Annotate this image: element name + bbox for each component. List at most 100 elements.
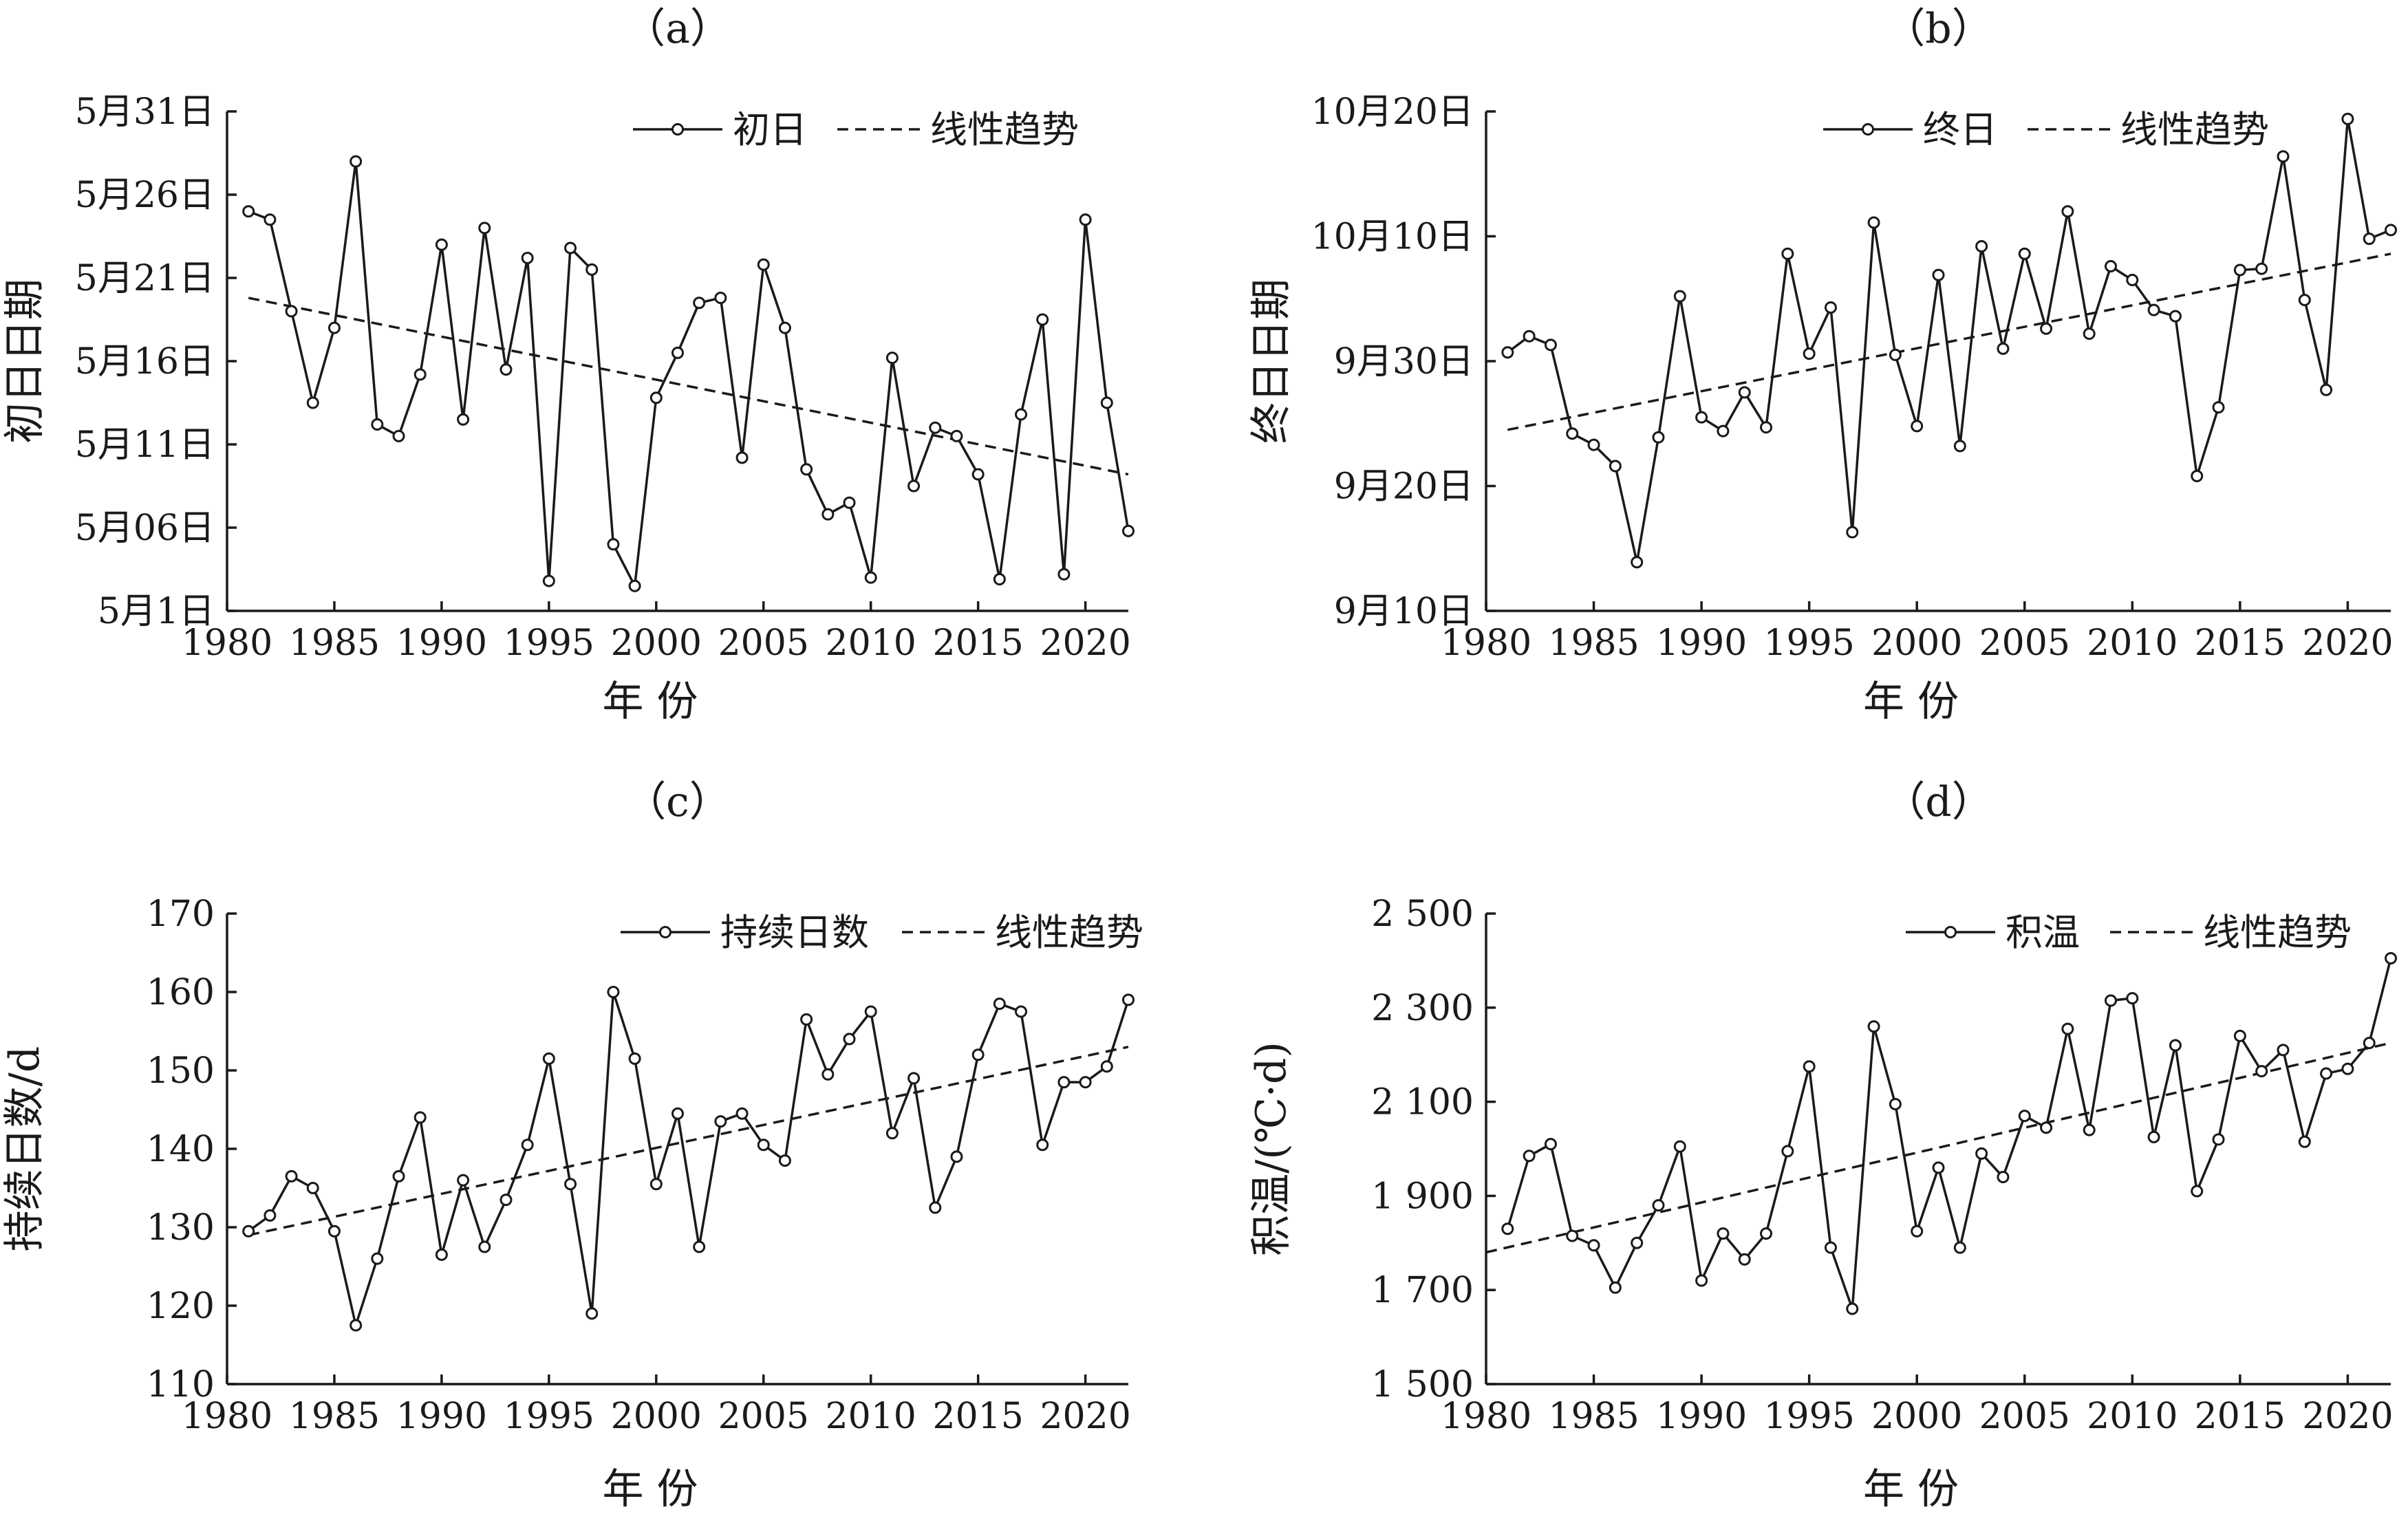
y-axis-title: 终日日期 xyxy=(1247,279,1296,444)
data-point xyxy=(1695,1274,1708,1287)
data-point xyxy=(2385,951,2397,964)
y-tick-label: 10月20日 xyxy=(1311,91,1474,133)
x-tick-label: 2010 xyxy=(2087,1396,2178,1437)
trend-line xyxy=(248,1046,1129,1237)
data-point xyxy=(413,368,427,381)
legend-series-label: 积温 xyxy=(2006,911,2080,954)
x-tick-label: 1980 xyxy=(1441,1396,1531,1437)
y-tick-label: 1 500 xyxy=(1371,1364,1474,1405)
y-tick-label: 5月06日 xyxy=(75,508,215,549)
data-point xyxy=(1036,313,1049,326)
data-point xyxy=(285,305,298,318)
data-point xyxy=(2298,1135,2311,1148)
x-tick-label: 2020 xyxy=(2302,1396,2393,1437)
data-point xyxy=(1953,1241,1966,1254)
data-point xyxy=(285,1169,298,1183)
series-line xyxy=(1506,958,2392,1310)
data-point xyxy=(843,496,856,509)
data-point xyxy=(1953,440,1966,453)
data-point xyxy=(478,222,491,235)
data-point xyxy=(1015,408,1028,421)
legend-trend-label: 线性趋势 xyxy=(930,108,1079,151)
y-tick-label: 5月26日 xyxy=(75,175,215,216)
data-point xyxy=(1803,347,1816,360)
y-tick-label: 9月10日 xyxy=(1334,591,1474,632)
data-point xyxy=(1997,342,2010,355)
y-tick-label: 2 500 xyxy=(1371,894,1474,935)
x-axis-title: 年 份 xyxy=(1863,1465,1959,1513)
x-tick-label: 1995 xyxy=(504,1396,594,1437)
legend-trend-label: 线性趋势 xyxy=(995,911,1143,954)
y-axis-title: 初日日期 xyxy=(1,279,49,444)
data-point xyxy=(671,1107,684,1120)
data-point xyxy=(2233,263,2246,277)
data-point xyxy=(693,296,706,310)
data-point xyxy=(585,263,599,276)
data-point xyxy=(1717,1227,1730,1240)
data-point xyxy=(499,1194,513,1207)
data-point xyxy=(585,1307,599,1320)
y-tick-label: 10月10日 xyxy=(1311,217,1474,258)
x-tick-label: 2000 xyxy=(611,1396,702,1437)
x-tick-label: 2005 xyxy=(1979,1396,2070,1437)
data-point xyxy=(821,508,835,521)
data-point xyxy=(607,986,620,998)
data-point xyxy=(1652,1199,1665,1212)
data-point xyxy=(628,579,641,592)
data-point xyxy=(371,1252,384,1265)
data-point xyxy=(2126,992,2139,1005)
chart-panel-c: （c） 110 120 130 140 150 160 170 1980 1985 1990 1995… xyxy=(1,778,1143,1513)
data-point xyxy=(392,1169,405,1183)
data-point xyxy=(1057,1076,1071,1089)
data-point xyxy=(542,574,555,587)
data-point xyxy=(1587,1239,1600,1252)
y-tick-label: 1 900 xyxy=(1371,1176,1474,1217)
x-tick-label: 1980 xyxy=(182,623,272,664)
data-point xyxy=(1566,1229,1579,1242)
x-tick-label: 2020 xyxy=(1040,1396,1130,1437)
y-tick-label: 5月11日 xyxy=(75,424,215,466)
data-point xyxy=(499,363,513,376)
y-tick-label: 5月21日 xyxy=(75,258,215,299)
y-tick-label: 140 xyxy=(147,1129,215,1170)
x-tick-label: 1985 xyxy=(289,623,380,664)
data-point xyxy=(778,1154,791,1167)
data-point xyxy=(2083,327,2096,341)
data-point xyxy=(950,429,963,442)
y-tick-label: 160 xyxy=(147,972,215,1013)
data-point xyxy=(1932,1161,1945,1174)
series-line xyxy=(1507,118,2391,563)
x-axis-title: 年 份 xyxy=(1863,678,1959,726)
data-point xyxy=(649,391,663,404)
data-point xyxy=(1824,301,1837,314)
data-point xyxy=(1501,1222,1514,1236)
data-point xyxy=(2191,469,2204,482)
data-point xyxy=(2363,1037,2376,1050)
data-point xyxy=(264,1209,277,1222)
y-tick-label: 9月30日 xyxy=(1334,341,1474,382)
data-point xyxy=(1631,1236,1644,1249)
x-tick-label: 2010 xyxy=(2087,623,2178,664)
data-point xyxy=(1544,1138,1557,1151)
data-point xyxy=(2018,1110,2031,1123)
data-point xyxy=(2298,294,2311,307)
data-point xyxy=(1079,213,1092,226)
x-tick-label: 2005 xyxy=(1979,623,2070,664)
data-point xyxy=(1997,1171,2010,1184)
legend-series-label: 持续日数 xyxy=(720,911,869,954)
data-point xyxy=(671,346,684,359)
data-point xyxy=(1975,1147,1988,1160)
legend: 终日 线性趋势 xyxy=(1823,108,2269,151)
x-tick-label: 2015 xyxy=(932,623,1023,664)
data-point xyxy=(2126,274,2139,287)
data-point xyxy=(1587,438,1600,451)
data-point xyxy=(1889,1098,1902,1111)
data-point xyxy=(2169,310,2182,323)
x-tick-label: 1985 xyxy=(289,1396,380,1437)
data-point xyxy=(1738,1253,1751,1266)
data-point xyxy=(306,1182,319,1194)
data-point xyxy=(242,1225,255,1238)
legend-marker xyxy=(659,926,671,938)
data-point xyxy=(413,1111,427,1124)
data-point xyxy=(1673,290,1686,303)
